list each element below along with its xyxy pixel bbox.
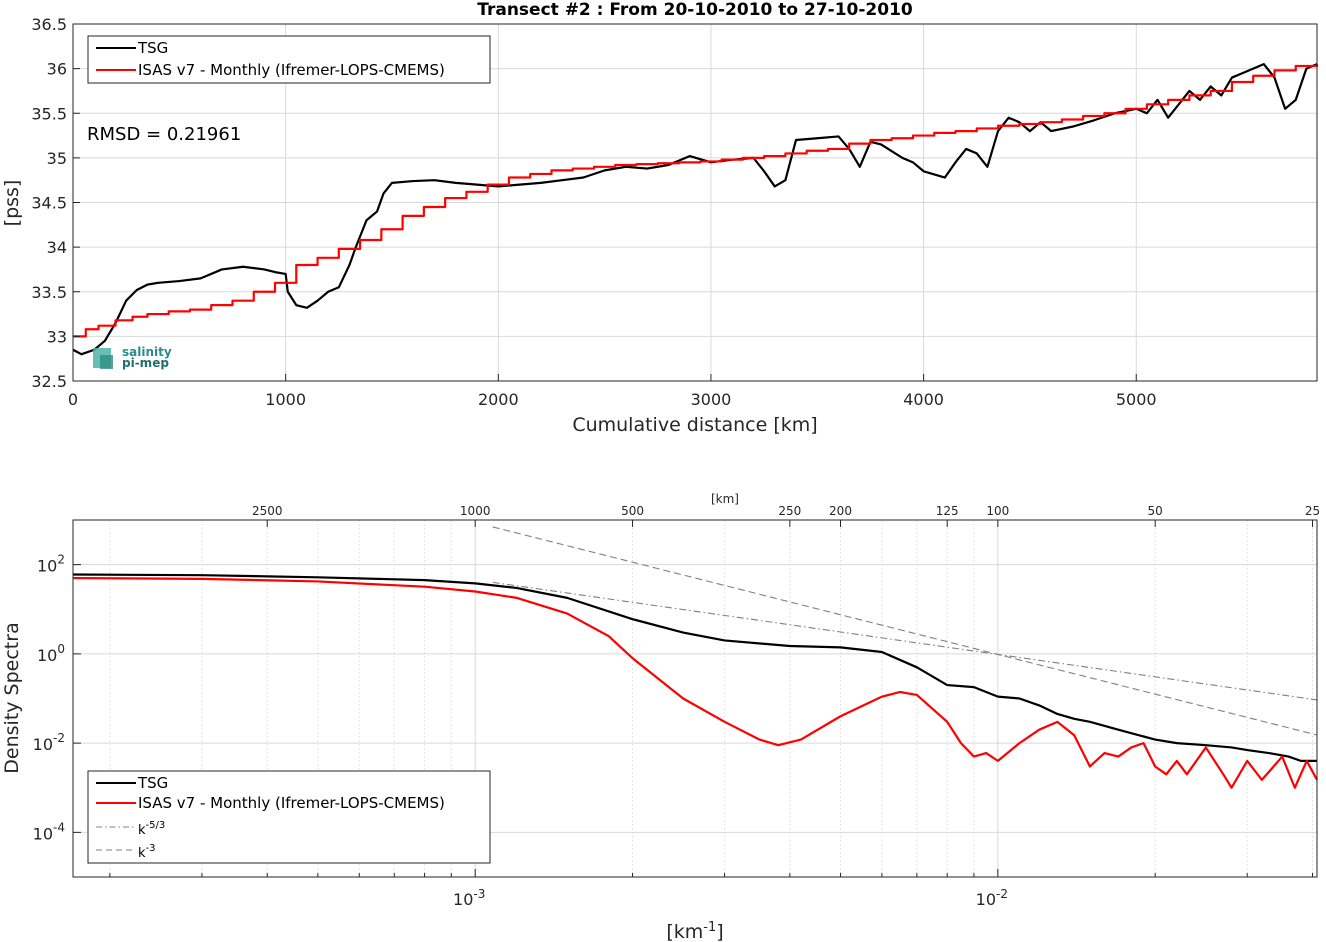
top-series-isas-line	[73, 64, 1319, 338]
bottom-x-tick-exp: -3	[473, 887, 485, 901]
top-legend-label-tsg: TSG	[137, 39, 168, 57]
top-y-tick-label: 36	[47, 60, 67, 79]
bottom-top-tick-label: 50	[1148, 504, 1163, 518]
bottom-x-axis-label: [km-1]	[666, 920, 723, 942]
bottom-y-tick-label: 10-4	[33, 820, 65, 843]
bottom-series-isas-line	[72, 576, 1318, 789]
top-y-tick-label: 34.5	[31, 194, 67, 213]
bottom-legend-label-tsg: TSG	[137, 774, 168, 792]
bottom-legend-box	[87, 770, 491, 864]
bottom-top-tick-label: 1000	[460, 504, 491, 518]
bottom-y-tick-base: 10	[37, 557, 57, 576]
bottom-legend-label-isas: ISAS v7 - Monthly (Ifremer-LOPS-CMEMS)	[138, 794, 445, 812]
top-y-tick-label: 36.5	[31, 15, 67, 34]
bottom-y-axis-label: Density Spectra	[1, 622, 23, 773]
bottom-x-tick-label: 10-3	[453, 887, 485, 909]
bottom-x-tick-label: 10-2	[976, 887, 1008, 909]
top-y-tick-label: 33.5	[31, 283, 67, 302]
bottom-series-k3-line	[492, 526, 1318, 736]
top-chart: 0 1000 2000 3000 4000 5000 32.5 33 33.5 34 34.5 35 3…	[1, 0, 1319, 436]
bottom-y-tick-label: 100	[37, 642, 65, 665]
top-legend-label-isas: ISAS v7 - Monthly (Ifremer-LOPS-CMEMS)	[138, 61, 445, 79]
bottom-top-tick-label: 125	[936, 504, 959, 518]
top-series-group	[72, 63, 1319, 356]
bottom-top-tick-label: 250	[778, 504, 801, 518]
bottom-top-tick-label: 100	[986, 504, 1009, 518]
salinity-pimep-logo: salinity pi-mep	[93, 345, 172, 370]
bottom-legend-label-k3: k-3	[138, 843, 156, 861]
top-x-tick-label: 1000	[265, 390, 306, 409]
bottom-plot-frame	[72, 519, 1318, 878]
bottom-y-tick-base: 10	[33, 735, 53, 754]
top-y-tick-label: 35.5	[31, 104, 67, 123]
bottom-y-tick-label: 10-2	[33, 731, 65, 754]
k53-base: k	[138, 823, 146, 838]
top-x-tick-label: 2000	[478, 390, 519, 409]
bottom-y-tick-exp: -2	[53, 731, 65, 745]
logo-text-salinity: salinity	[122, 345, 172, 359]
top-x-axis-label: Cumulative distance [km]	[572, 414, 817, 436]
rmsd-annotation: RMSD = 0.21961	[87, 124, 241, 145]
top-legend: TSG ISAS v7 - Monthly (Ifremer-LOPS-CMEM…	[87, 35, 491, 84]
bottom-y-tick-base: 10	[37, 646, 57, 665]
bottom-top-tick-label: 25	[1305, 504, 1320, 518]
k3-base: k	[138, 846, 146, 861]
bottom-top-axis-label: [km]	[711, 492, 739, 506]
bottom-y-tick-label: 102	[37, 553, 65, 576]
top-y-tick-label: 35	[47, 149, 67, 168]
bottom-y-tick-exp: 0	[57, 642, 65, 656]
k53-exp: -5/3	[146, 820, 166, 831]
top-x-tick-label: 0	[68, 390, 78, 409]
bottom-top-tick-label: 200	[829, 504, 852, 518]
bottom-x-tick-base: 10	[453, 890, 473, 909]
top-series-tsg-line	[72, 63, 1318, 356]
bottom-x-tick-exp: -2	[996, 887, 1008, 901]
bottom-series-k53-line	[492, 581, 1318, 701]
top-y-tick-label: 32.5	[31, 372, 67, 391]
top-ticks: 0 1000 2000 3000 4000 5000 32.5 33 33.5 34 34.5 35 3…	[31, 15, 1156, 409]
top-x-tick-label: 3000	[691, 390, 732, 409]
top-x-tick-label: 4000	[903, 390, 944, 409]
bottom-legend-label-k53: k-5/3	[138, 820, 165, 838]
logo-text-pimep: pi-mep	[122, 356, 169, 370]
bottom-top-tick-label: 2500	[252, 504, 283, 518]
top-x-tick-label: 5000	[1116, 390, 1157, 409]
bottom-legend: TSG ISAS v7 - Monthly (Ifremer-LOPS-CMEM…	[87, 770, 491, 864]
bottom-y-tick-exp: -4	[53, 820, 65, 834]
bottom-series-tsg-line	[72, 573, 1317, 762]
bottom-y-tick-exp: 2	[57, 553, 65, 567]
bottom-x-tick-base: 10	[976, 890, 996, 909]
bottom-y-tick-base: 10	[33, 824, 53, 843]
top-legend-box	[87, 35, 491, 84]
top-y-tick-label: 34	[47, 238, 67, 257]
top-chart-title: Transect #2 : From 20-10-2010 to 27-10-2…	[477, 0, 913, 20]
bottom-top-tick-label: 500	[621, 504, 644, 518]
logo-shape-inner	[100, 355, 113, 369]
bottom-series-group	[72, 526, 1318, 789]
k3-exp: -3	[146, 843, 156, 854]
top-y-axis-label: [pss]	[1, 180, 23, 227]
top-y-tick-label: 33	[47, 327, 67, 346]
